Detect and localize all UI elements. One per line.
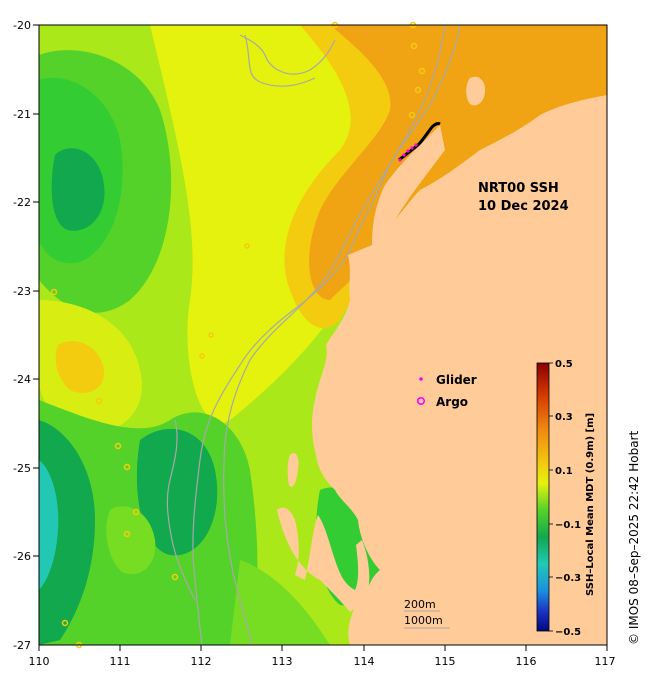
lat-tick-label: -25 <box>13 462 31 475</box>
colorbar-title: SSH–Local Mean MDT (0.9m) [m] <box>585 413 596 596</box>
ssh-light-green-patch <box>106 506 156 575</box>
legend-argo-label: Argo <box>436 395 468 409</box>
lon-tick-label: 117 <box>595 655 616 668</box>
land-shark-bay <box>277 507 370 612</box>
argo-legend-marker <box>416 396 425 405</box>
lat-tick-label: -21 <box>13 108 31 121</box>
lon-tick-label: 115 <box>435 655 456 668</box>
lat-tick-label: -23 <box>13 285 31 298</box>
depth-label-1000m: 1000m <box>404 614 443 627</box>
ssh-dark-green-west <box>51 148 105 231</box>
argo-marker <box>132 508 140 516</box>
glider-point <box>414 143 418 147</box>
lon-tick-label: 111 <box>110 655 131 668</box>
land-cape-peninsula <box>372 125 445 245</box>
depth-legend: 200m 1000m <box>404 598 450 629</box>
glider-point <box>402 153 406 157</box>
colorbar-tick-label: −0.5 <box>555 627 581 638</box>
argo-marker <box>61 619 69 627</box>
argo-marker <box>77 353 85 361</box>
argo-marker <box>408 111 416 119</box>
plot-frame <box>38 24 608 646</box>
lon-tick-label: 110 <box>29 655 50 668</box>
argo-marker <box>123 530 131 538</box>
argo-marker <box>114 442 122 450</box>
lat-tick-label: -20 <box>13 19 31 32</box>
colorbar-tick-label: 0.3 <box>555 412 573 423</box>
glider-point <box>406 149 410 153</box>
land-island-west <box>287 453 299 487</box>
colorbar-scale <box>536 362 550 632</box>
contour-1000m-outer <box>192 25 461 645</box>
axis-ticks <box>33 24 608 651</box>
argo-marker <box>208 332 214 338</box>
contour-200m-north <box>239 34 336 75</box>
lon-tick-label: 114 <box>354 655 375 668</box>
argo-marker <box>123 463 131 471</box>
argo-marker <box>95 397 103 405</box>
lat-tick-label: -24 <box>13 373 31 386</box>
legend-glider-label: Glider <box>436 373 477 387</box>
ssh-light-green-coast <box>230 560 330 645</box>
bathymetry-contours <box>166 25 461 645</box>
colorbar-tick-label: −0.1 <box>555 520 581 531</box>
contour-1000m <box>223 25 446 645</box>
colorbar-tick-label: 0.5 <box>555 359 573 370</box>
land-barrow-island <box>466 76 486 106</box>
lat-tick-label: -26 <box>13 550 31 563</box>
ssh-field <box>39 25 607 645</box>
ssh-dark-green-south <box>136 428 218 556</box>
glider-point <box>410 146 414 150</box>
glider-track <box>398 122 441 162</box>
lon-tick-label: 116 <box>516 655 537 668</box>
argo-marker <box>418 67 426 75</box>
contour-200m-north-2 <box>244 34 316 87</box>
lat-tick-labels: -20 -21 -22 -23 -24 -25 -26 -27 <box>13 19 31 652</box>
argo-floats <box>50 21 426 649</box>
argo-marker <box>414 86 422 94</box>
contour-200m-south <box>166 419 196 601</box>
colorbar-tick-label: 0.1 <box>555 466 573 477</box>
argo-marker <box>410 42 418 50</box>
colorbar-tick-label: −0.3 <box>555 573 581 584</box>
glider-point <box>398 158 402 162</box>
argo-marker <box>199 353 205 359</box>
glider-legend-marker <box>419 377 423 381</box>
lat-tick-label: -22 <box>13 196 31 209</box>
argo-marker <box>171 573 179 581</box>
legend: Glider Argo <box>416 373 477 409</box>
lon-tick-label: 113 <box>272 655 293 668</box>
argo-marker <box>244 243 250 249</box>
lon-tick-labels: 110 111 112 113 114 115 116 117 <box>29 655 616 668</box>
ssh-cyan-sw <box>39 460 59 590</box>
argo-marker <box>86 374 94 382</box>
lon-tick-label: 112 <box>191 655 212 668</box>
argo-marker <box>50 288 58 296</box>
map-title-line1: NRT00 SSH <box>478 181 559 196</box>
credit-text: © IMOS 08–Sep–2025 22:42 Hobart <box>627 431 641 645</box>
map-title-line2: 10 Dec 2024 <box>478 199 569 214</box>
lat-tick-label: -27 <box>13 639 31 652</box>
ssh-dark-green-sw <box>39 420 95 645</box>
depth-label-200m: 200m <box>404 598 436 611</box>
colorbar: 0.5 0.3 0.1 −0.1 −0.3 −0.5 SSH–Local Mea… <box>536 359 596 638</box>
